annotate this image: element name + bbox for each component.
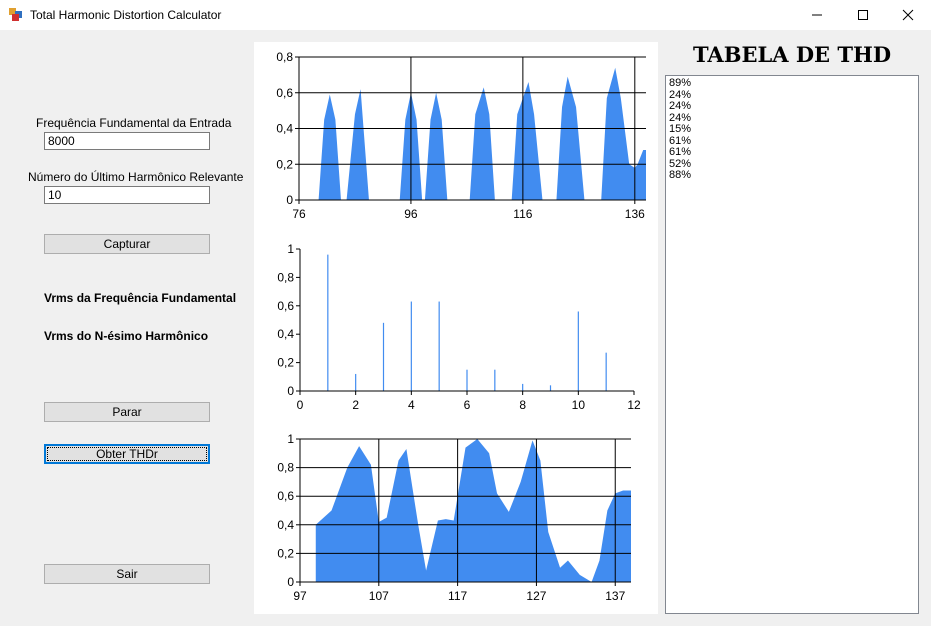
y-tick-label: 0,6 xyxy=(277,489,294,503)
minimize-button[interactable] xyxy=(794,0,840,30)
get-thd-button[interactable]: Obter THDr xyxy=(44,444,210,464)
minimize-icon xyxy=(812,14,822,16)
y-tick-label: 0,8 xyxy=(276,50,293,64)
close-button[interactable] xyxy=(885,0,931,30)
y-tick-label: 0,2 xyxy=(276,157,293,171)
stop-button[interactable]: Parar xyxy=(44,402,210,422)
close-icon xyxy=(902,9,914,21)
maximize-icon xyxy=(858,10,868,20)
y-tick-label: 0,2 xyxy=(277,356,294,370)
thd-list-item[interactable]: 88% xyxy=(669,169,692,181)
x-tick-label: 12 xyxy=(627,398,641,412)
app-icon xyxy=(9,8,22,21)
x-tick-label: 117 xyxy=(448,589,467,603)
thd-listbox[interactable]: 89% 24% 24% 24% 15% 61% 61% 52% 88% xyxy=(665,75,919,614)
x-tick-label: 97 xyxy=(293,589,307,603)
thd-list-item[interactable]: 15% xyxy=(669,123,692,135)
maximize-button[interactable] xyxy=(840,0,886,30)
y-tick-label: 0,4 xyxy=(277,518,294,532)
charts-panel: 0 0,2 0,4 0,6 0,8 76 96 116 136 0 0,2 0,4 0,6 0,8 1 0 2 4… xyxy=(254,42,658,614)
chart-3: 0 0,2 0,4 0,6 0,8 1 97 107 117 127 137 xyxy=(277,432,631,603)
vrms-nth-harmonic-label: Vrms do N-ésimo Harmônico xyxy=(44,329,209,343)
y-tick-label: 0,6 xyxy=(276,86,293,100)
x-tick-label: 0 xyxy=(297,398,304,412)
y-tick-label: 0,4 xyxy=(277,327,294,341)
x-tick-label: 137 xyxy=(605,589,625,603)
vrms-fundamental-label: Vrms da Frequência Fundamental xyxy=(44,291,237,305)
y-tick-label: 0,2 xyxy=(277,546,294,560)
x-tick-label: 127 xyxy=(526,589,546,603)
y-tick-label: 1 xyxy=(287,242,294,256)
y-tick-label: 0 xyxy=(287,384,294,398)
y-tick-label: 0,8 xyxy=(277,461,294,475)
x-tick-label: 76 xyxy=(292,207,306,221)
thd-list-item[interactable]: 61% xyxy=(669,146,692,158)
thd-table-title: TABELA DE THD xyxy=(692,42,892,67)
last-harmonic-label: Número do Último Harmônico Relevante xyxy=(28,170,244,184)
thd-list-item[interactable]: 89% xyxy=(669,77,692,89)
y-tick-label: 0 xyxy=(286,193,293,207)
y-tick-label: 0,6 xyxy=(277,299,294,313)
y-tick-label: 0,4 xyxy=(276,122,293,136)
exit-button[interactable]: Sair xyxy=(44,564,210,584)
thd-list-item[interactable]: 24% xyxy=(669,100,692,112)
y-tick-label: 0,8 xyxy=(277,270,294,284)
title-bar: Total Harmonic Distortion Calculator xyxy=(0,0,931,30)
thd-list-item[interactable]: 61% xyxy=(669,134,692,147)
window-title: Total Harmonic Distortion Calculator xyxy=(30,8,222,22)
chart-1: 0 0,2 0,4 0,6 0,8 76 96 116 136 xyxy=(276,50,646,221)
thd-list-item[interactable]: 24% xyxy=(669,88,692,101)
area-series xyxy=(315,439,631,582)
last-harmonic-input[interactable]: 10 xyxy=(44,186,210,204)
x-tick-label: 96 xyxy=(404,207,418,221)
thd-list-item[interactable]: 52% xyxy=(669,157,692,170)
y-tick-label: 0 xyxy=(287,575,294,589)
capture-button[interactable]: Capturar xyxy=(44,234,210,254)
x-tick-label: 107 xyxy=(369,589,389,603)
area-series xyxy=(318,67,646,200)
x-tick-label: 10 xyxy=(572,398,586,412)
fundamental-frequency-label: Frequência Fundamental da Entrada xyxy=(36,116,232,130)
x-tick-label: 136 xyxy=(625,207,645,221)
chart-2: 00,20,40,60,810 2 4 6 8 10 12 xyxy=(277,242,641,412)
x-tick-label: 4 xyxy=(408,398,415,412)
x-tick-label: 6 xyxy=(464,398,471,412)
x-tick-label: 116 xyxy=(513,207,532,221)
x-tick-label: 8 xyxy=(519,398,526,412)
x-tick-label: 2 xyxy=(352,398,359,412)
y-tick-label: 1 xyxy=(287,432,294,446)
thd-list-item[interactable]: 24% xyxy=(669,111,692,124)
fundamental-frequency-input[interactable]: 8000 xyxy=(44,132,210,150)
